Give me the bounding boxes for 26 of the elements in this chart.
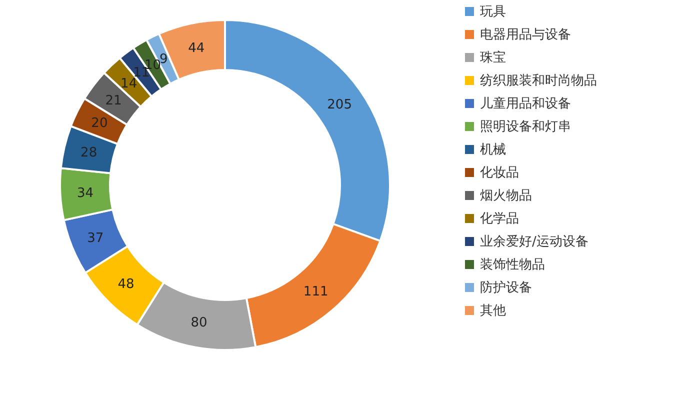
data-label: 37 [87, 230, 104, 246]
legend-label: 烟火物品 [480, 188, 532, 204]
legend-label: 装饰性物品 [480, 258, 545, 272]
data-label: 44 [188, 40, 205, 56]
legend-label: 化学品 [480, 212, 519, 226]
legend-label: 电器用品与设备 [480, 28, 571, 42]
legend-label: 机械 [480, 142, 506, 158]
data-label: 21 [105, 93, 122, 108]
legend-label: 珠宝 [480, 50, 506, 66]
data-label: 205 [327, 98, 352, 113]
data-label: 9 [160, 52, 168, 68]
legend-label: 业余爱好/运动设备 [480, 234, 588, 250]
data-label: 48 [118, 276, 134, 292]
data-label: 80 [190, 316, 208, 331]
data-label: 28 [80, 146, 98, 161]
legend-label: 其他 [480, 304, 506, 318]
legend-label: 化妆品 [480, 166, 519, 180]
legend-label: 玩具 [480, 4, 506, 20]
data-label: 20 [91, 116, 108, 132]
data-label: 111 [303, 284, 328, 300]
data-label: 14 [120, 76, 138, 92]
data-label: 34 [76, 186, 94, 201]
legend-label: 防护设备 [480, 280, 532, 296]
legend-label: 儿童用品和设备 [480, 96, 571, 112]
legend-label: 纺织服装和时尚物品 [480, 74, 597, 88]
legend-label: 照明设备和灯串 [480, 120, 571, 134]
